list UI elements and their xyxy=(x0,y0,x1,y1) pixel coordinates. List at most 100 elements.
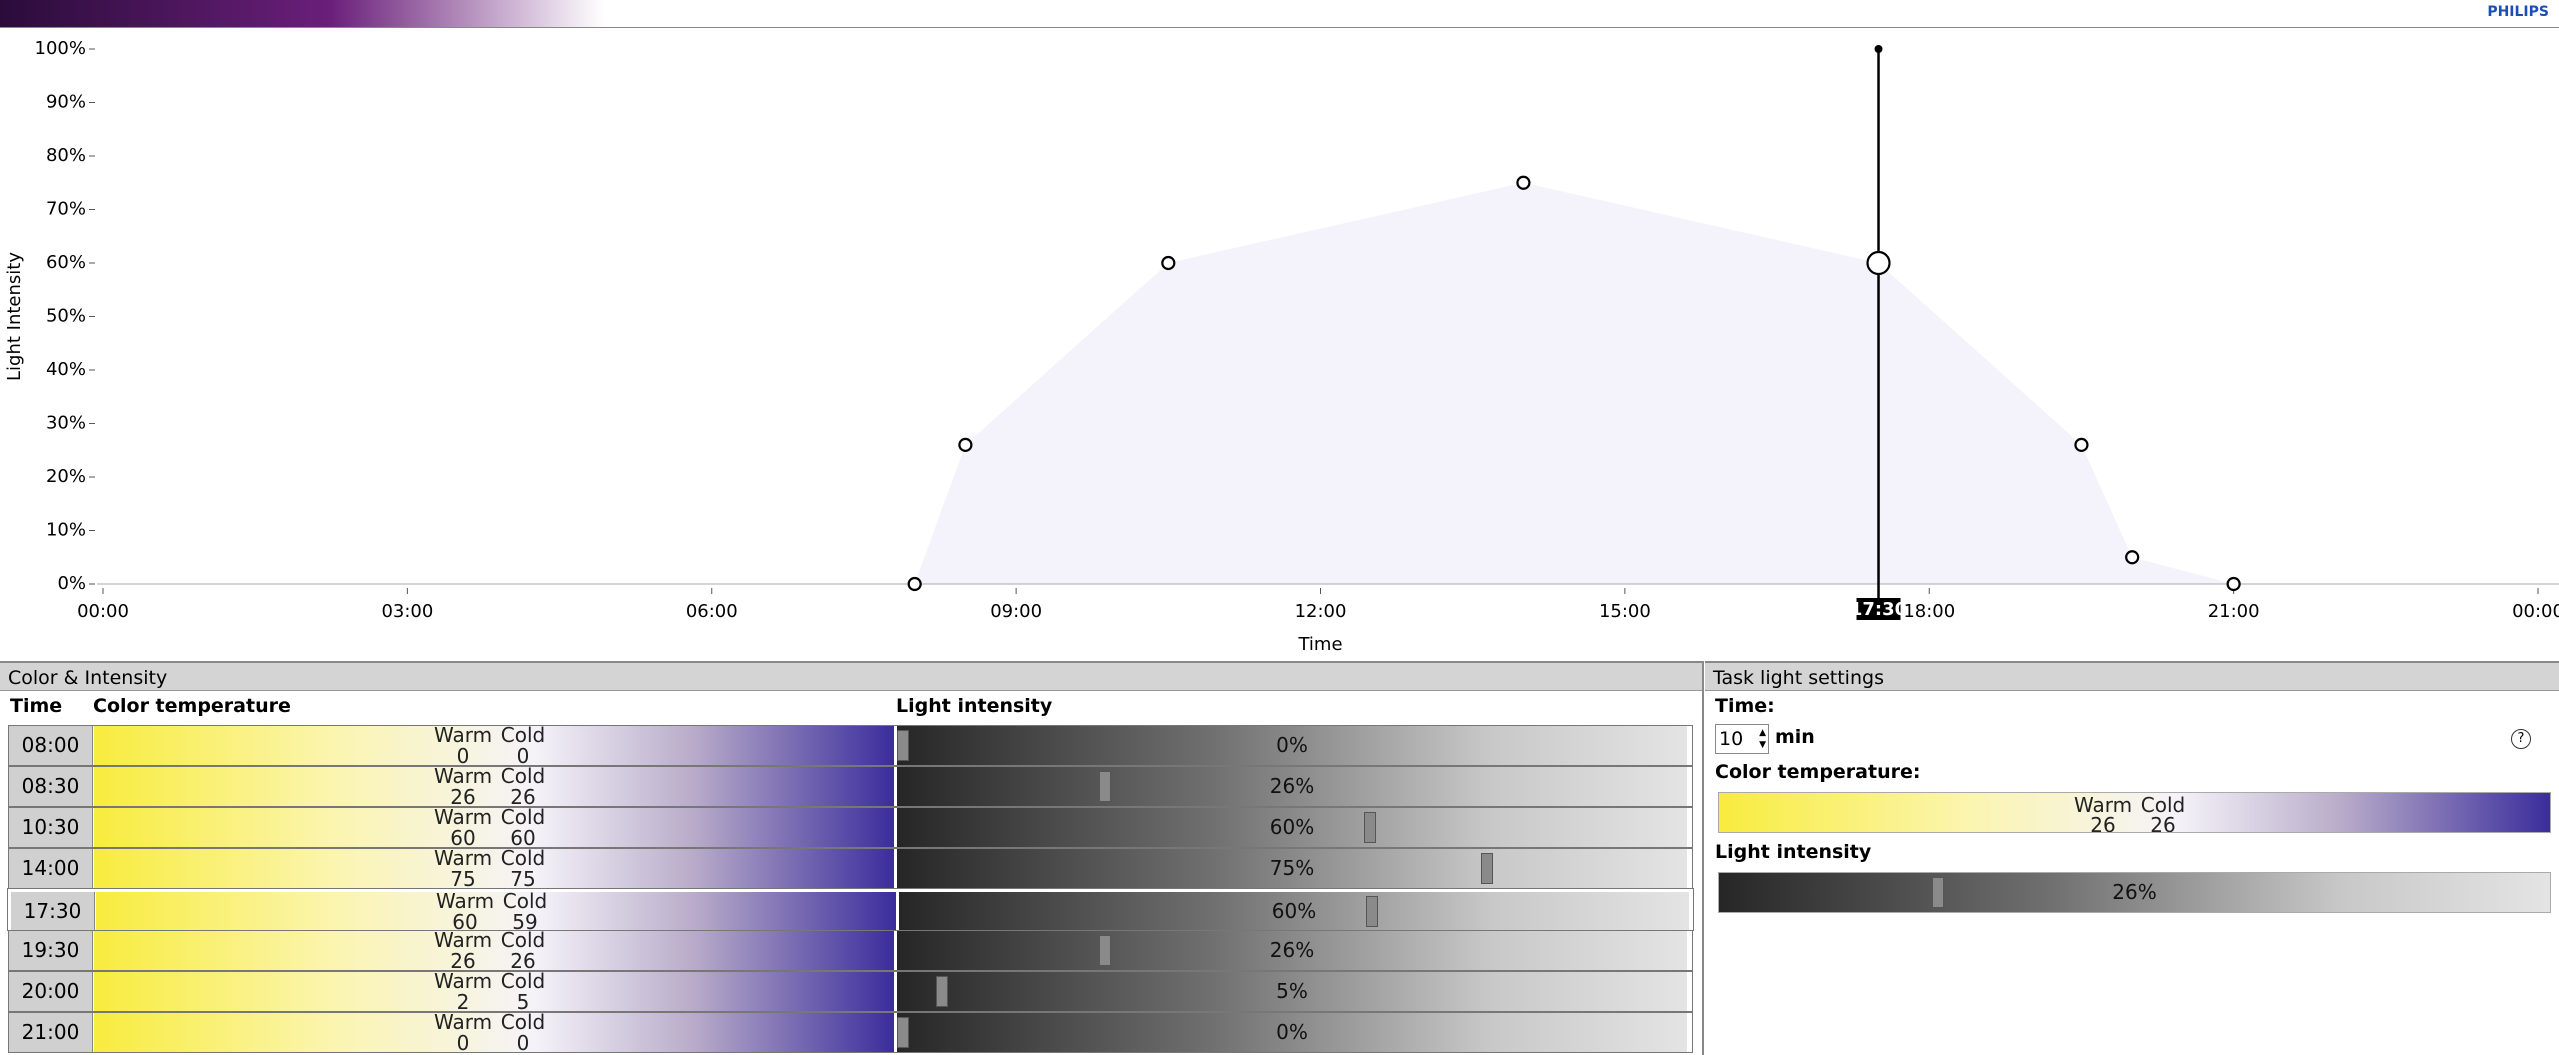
x-tick-label: 00:00 xyxy=(77,601,129,622)
help-button[interactable]: ? xyxy=(2511,729,2531,749)
table-row[interactable]: 10:30 Warm 60 Cold 60 60% xyxy=(8,807,1693,848)
cold-label: Cold xyxy=(502,892,548,913)
data-point xyxy=(2074,437,2089,452)
time-cell: 21:00 xyxy=(9,1013,93,1052)
warm-value: 60 xyxy=(450,826,476,847)
time-cell: 19:30 xyxy=(9,931,93,970)
warm-value: 26 xyxy=(450,785,476,806)
time-unit: min xyxy=(1775,726,1815,748)
intensity-text: 26% xyxy=(1269,938,1315,962)
color-cell: Warm 60 Cold 59 xyxy=(96,892,896,931)
warm-label: Warm xyxy=(434,849,493,870)
color-cell: Warm 60 Cold 60 xyxy=(94,808,894,847)
intensity-cell: 5% xyxy=(897,972,1687,1011)
intensity-thumb xyxy=(1363,812,1376,843)
warm-value: 26 xyxy=(450,949,476,970)
data-point xyxy=(1161,255,1176,271)
y-tick-label: 0% xyxy=(57,573,86,594)
cold-value: 59 xyxy=(512,910,538,931)
x-tick-label: 09:00 xyxy=(990,601,1042,622)
x-tick-label: 12:00 xyxy=(1295,601,1347,622)
area xyxy=(914,182,2234,584)
color-cell: Warm 26 Cold 26 xyxy=(94,931,894,970)
color-label: Color temperature: xyxy=(1715,761,1921,783)
table-row[interactable]: 08:00 Warm 0 Cold 0 0% xyxy=(8,725,1693,766)
intensity-slider[interactable]: 26% xyxy=(1718,872,2551,913)
cold-value: 26 xyxy=(510,949,536,970)
panel-title: Color & Intensity xyxy=(0,663,1702,691)
intensity-thumb xyxy=(935,976,948,1007)
spin-buttons[interactable]: ▲ ▼ xyxy=(1759,728,1766,750)
intensity-thumb xyxy=(1480,853,1493,884)
cursor-label-bg xyxy=(1856,598,1901,620)
time-cell: 08:00 xyxy=(9,726,93,765)
warm-label: Warm xyxy=(434,931,493,952)
intensity-text: 60% xyxy=(1271,899,1317,923)
intensity-text: 0% xyxy=(1276,733,1308,757)
intensity-cell: 26% xyxy=(897,931,1687,970)
table-row[interactable]: 21:00 Warm 0 Cold 0 0% xyxy=(8,1012,1693,1053)
y-tick-label: 20% xyxy=(46,466,86,487)
y-axis-label: Light Intensity xyxy=(4,252,25,381)
x-tick-label: 15:00 xyxy=(1599,601,1651,622)
cursor-label: 17:30 xyxy=(1850,599,1907,620)
y-tick-label: 90% xyxy=(46,92,86,113)
table-row[interactable]: 08:30 Warm 26 Cold 26 26% xyxy=(8,766,1693,807)
x-tick-label: 21:00 xyxy=(2208,601,2260,622)
intensity-cell: 0% xyxy=(897,1013,1687,1052)
cold-label: Cold xyxy=(500,808,546,829)
intensity-cell: 26% xyxy=(897,767,1687,806)
warm-value: 0 xyxy=(456,744,470,765)
color-cell: Warm 75 Cold 75 xyxy=(94,849,894,888)
x-tick-label: 03:00 xyxy=(381,601,433,622)
y-tick-label: 80% xyxy=(46,145,86,166)
y-tick-label: 60% xyxy=(46,252,86,273)
warm-value: 60 xyxy=(452,910,478,931)
data-point xyxy=(2226,576,2241,592)
warm-label: Warm xyxy=(436,892,495,913)
y-tick-label: 40% xyxy=(46,359,86,380)
table-row[interactable]: 14:00 Warm 75 Cold 75 75% xyxy=(8,848,1693,889)
intensity-thumb xyxy=(1099,771,1112,802)
data-point xyxy=(958,437,973,452)
intensity-text: 75% xyxy=(1269,856,1315,880)
warm-value: 0 xyxy=(456,1031,470,1052)
warm-label: Warm xyxy=(434,972,493,993)
color-cell: Warm 26 Cold 26 xyxy=(94,767,894,806)
color-slider[interactable]: Warm 26 Cold 26 xyxy=(1718,792,2551,833)
data-point xyxy=(1866,250,1891,276)
cursor-handle xyxy=(1874,45,1883,53)
data-point xyxy=(907,576,922,592)
column-header: Time xyxy=(10,695,63,717)
intensity-text: 5% xyxy=(1276,979,1308,1003)
intensity-cell: 0% xyxy=(897,726,1687,765)
color-cell: Warm 0 Cold 0 xyxy=(94,726,894,765)
warm-value: 75 xyxy=(450,867,476,888)
column-header: Color temperature xyxy=(93,695,291,717)
warm-label: Warm xyxy=(434,767,493,788)
cold-label: Cold xyxy=(500,726,546,747)
x-tick-label: 00:00 xyxy=(2512,601,2559,622)
x-tick-label: 06:00 xyxy=(686,601,738,622)
y-tick-label: 100% xyxy=(35,38,86,59)
data-point xyxy=(2125,550,2140,565)
table-row[interactable]: 20:00 Warm 2 Cold 5 5% xyxy=(8,971,1693,1012)
time-value: 10 xyxy=(1719,728,1744,750)
time-cell: 14:00 xyxy=(9,849,93,888)
table-row[interactable]: 17:30 Warm 60 Cold 59 60% xyxy=(7,888,1694,931)
color-intensity-panel: Color & Intensity Time Color temperature… xyxy=(0,661,1704,1055)
data-point xyxy=(1516,175,1531,190)
cold-value: 75 xyxy=(510,867,536,888)
y-tick-label: 30% xyxy=(46,413,86,434)
y-tick-label: 70% xyxy=(46,199,86,220)
cold-value: 0 xyxy=(516,1031,530,1052)
cold-label: Cold xyxy=(500,767,546,788)
cold-label: Cold xyxy=(500,972,546,993)
warm-label: Warm xyxy=(434,1013,493,1034)
table-row[interactable]: 19:30 Warm 26 Cold 26 26% xyxy=(8,930,1693,971)
cold-value: 26 xyxy=(2150,813,2176,833)
cold-label: Cold xyxy=(500,931,546,952)
time-spinbox[interactable]: 10 ▲ ▼ xyxy=(1715,724,1769,754)
y-tick-label: 50% xyxy=(46,306,86,327)
